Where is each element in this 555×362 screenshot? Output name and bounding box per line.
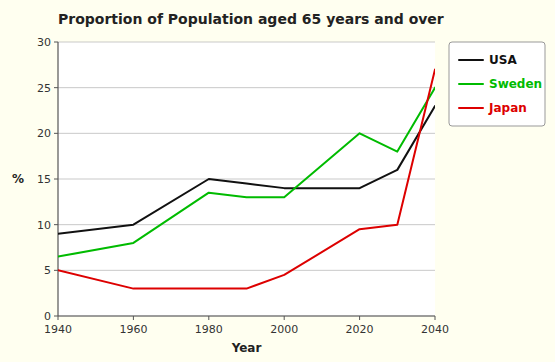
x-axis-label: Year (231, 341, 262, 355)
grid-line (58, 270, 435, 271)
tick-label: 20 (37, 127, 51, 140)
tick-label: 2040 (421, 323, 449, 336)
legend-swatch (459, 59, 483, 61)
chart-svg: 0 5 10 15 20 25 30 1940 1960 1980 2000 2020 2040 Prop… (0, 0, 555, 362)
grid-line (58, 133, 435, 134)
chart-container: 0 5 10 15 20 25 30 1940 1960 1980 2000 2020 2040 Prop… (0, 0, 555, 362)
grid-line (58, 87, 435, 88)
x-axis-line (58, 315, 435, 316)
tick-label: 5 (44, 264, 51, 277)
tick-label: 2000 (270, 323, 298, 336)
background (0, 0, 555, 362)
grid-line (58, 42, 435, 43)
legend-label: Japan (488, 101, 527, 115)
series-line (58, 88, 435, 257)
legend-label: USA (489, 53, 517, 67)
tick-label: 0 (44, 310, 51, 323)
series-line (58, 69, 435, 288)
tick-label: 1940 (44, 323, 72, 336)
tick-label: 2020 (346, 323, 374, 336)
legend-swatch (459, 107, 483, 109)
tick-label: 1960 (119, 323, 147, 336)
grid-line (58, 316, 435, 317)
series-group (58, 69, 435, 288)
grid-line (58, 224, 435, 225)
legend: USA Sweden Japan (449, 42, 545, 126)
tick-label: 15 (37, 173, 51, 186)
tick-label: 25 (37, 82, 51, 95)
series-line (58, 106, 435, 234)
y-axis-label: % (12, 172, 24, 186)
plot-background (58, 42, 435, 316)
legend-swatch (459, 83, 483, 85)
tick-label: 30 (37, 36, 51, 49)
y-axis-line (57, 42, 58, 316)
tick-label: 1980 (195, 323, 223, 336)
tick-label: 10 (37, 219, 51, 232)
legend-label: Sweden (489, 77, 542, 91)
chart-title: Proportion of Population aged 65 years a… (58, 11, 444, 27)
legend-box (449, 42, 545, 126)
